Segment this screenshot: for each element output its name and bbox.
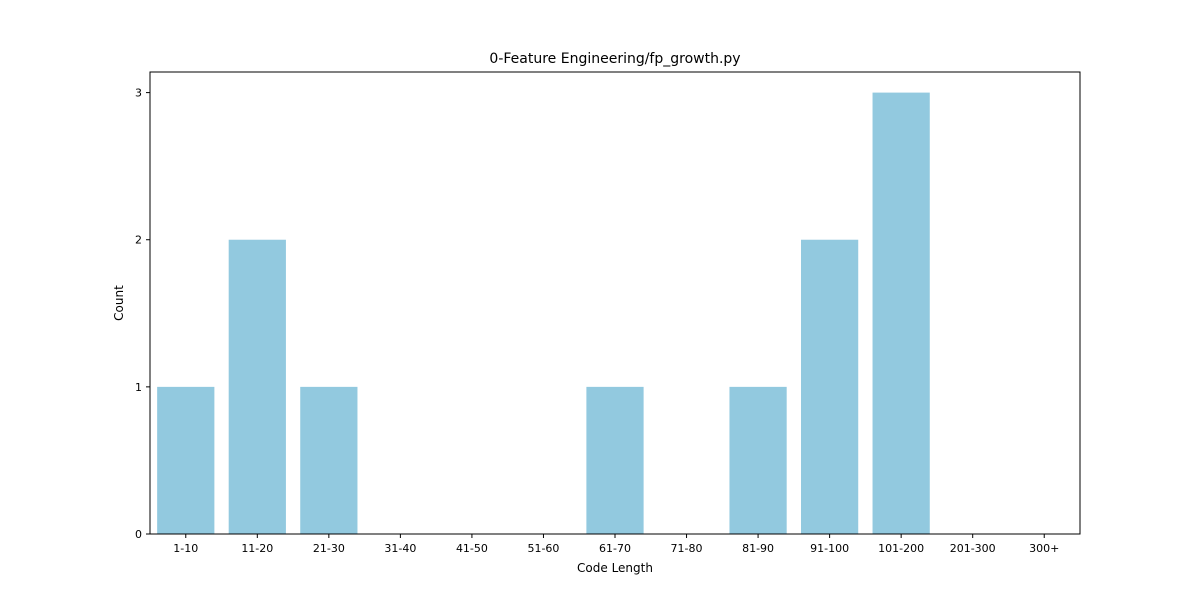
bar-11-20 bbox=[228, 239, 286, 535]
bar-21-30 bbox=[300, 386, 358, 534]
x-tick-label: 61-70 bbox=[599, 542, 631, 555]
y-tick-label: 1 bbox=[135, 381, 142, 394]
x-tick-label: 1-10 bbox=[173, 542, 198, 555]
x-tick-label: 300+ bbox=[1029, 542, 1059, 555]
x-tick-label: 71-80 bbox=[671, 542, 703, 555]
y-tick-label: 2 bbox=[135, 234, 142, 247]
bar-1-10 bbox=[157, 386, 215, 534]
bar-61-70 bbox=[586, 386, 644, 534]
x-tick-label: 11-20 bbox=[241, 542, 273, 555]
x-tick-label: 91-100 bbox=[810, 542, 849, 555]
x-axis: 1-10 11-20 21-30 31-40 41-50 51-60 61-70 71-80 8… bbox=[173, 534, 1059, 555]
x-tick-label: 41-50 bbox=[456, 542, 488, 555]
y-tick-label: 3 bbox=[135, 87, 142, 100]
x-tick-label: 101-200 bbox=[878, 542, 924, 555]
x-tick-label: 21-30 bbox=[313, 542, 345, 555]
x-tick-label: 31-40 bbox=[384, 542, 416, 555]
x-axis-label: Code Length bbox=[577, 561, 653, 575]
y-axis-label: Count bbox=[112, 285, 126, 321]
bars-group bbox=[157, 92, 930, 535]
x-tick-label: 201-300 bbox=[950, 542, 996, 555]
chart-title: 0-Feature Engineering/fp_growth.py bbox=[489, 51, 740, 67]
bar-101-200 bbox=[872, 92, 930, 534]
y-axis: 0 1 2 3 bbox=[135, 87, 150, 541]
bar-81-90 bbox=[729, 386, 787, 534]
y-tick-label: 0 bbox=[135, 528, 142, 541]
bar-91-100 bbox=[801, 239, 859, 535]
x-tick-label: 51-60 bbox=[527, 542, 559, 555]
x-tick-label: 81-90 bbox=[742, 542, 774, 555]
